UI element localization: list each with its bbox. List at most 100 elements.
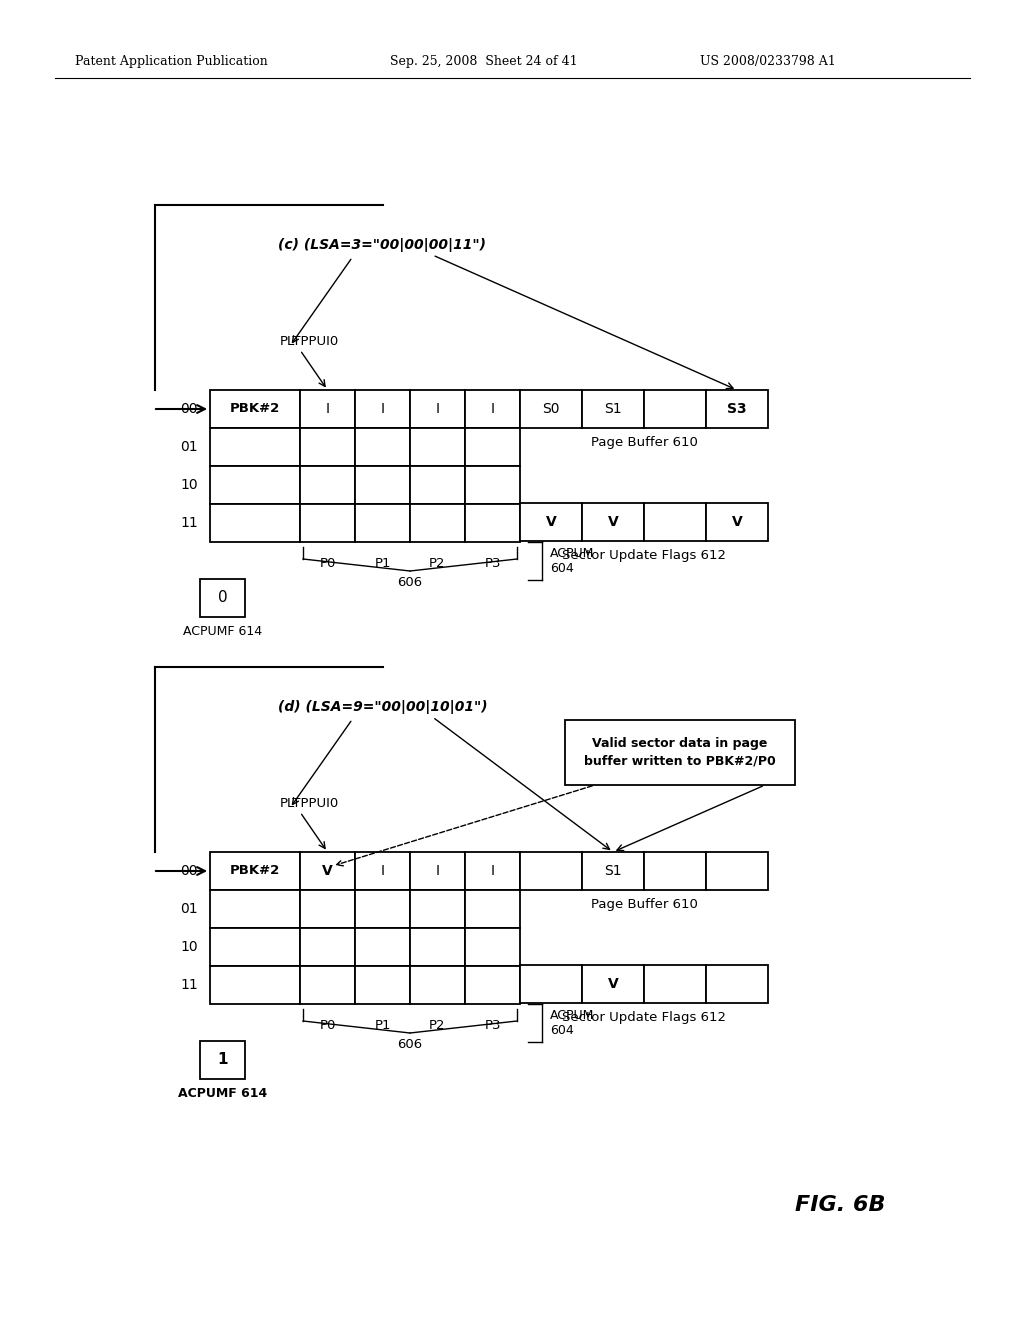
Bar bbox=[200, 579, 245, 616]
Bar bbox=[465, 466, 520, 504]
Bar bbox=[644, 389, 706, 428]
Text: FIG. 6B: FIG. 6B bbox=[795, 1195, 886, 1214]
Bar bbox=[355, 928, 410, 966]
Bar bbox=[300, 389, 355, 428]
Bar bbox=[410, 389, 465, 428]
Text: Valid sector data in page
buffer written to PBK#2/P0: Valid sector data in page buffer written… bbox=[584, 738, 776, 767]
Bar bbox=[300, 504, 355, 543]
Text: Page Buffer 610: Page Buffer 610 bbox=[591, 898, 697, 911]
Bar bbox=[210, 851, 300, 890]
Bar bbox=[410, 851, 465, 890]
Bar bbox=[410, 504, 465, 543]
Text: I: I bbox=[435, 865, 439, 878]
Bar bbox=[465, 890, 520, 928]
Bar bbox=[520, 965, 582, 1003]
Text: PLTPPUI0: PLTPPUI0 bbox=[280, 797, 339, 810]
Bar bbox=[520, 851, 582, 890]
Text: I: I bbox=[381, 865, 384, 878]
Text: V: V bbox=[546, 515, 556, 529]
Bar bbox=[210, 928, 300, 966]
Text: S0: S0 bbox=[543, 403, 560, 416]
Text: V: V bbox=[607, 977, 618, 991]
Bar bbox=[300, 851, 355, 890]
Bar bbox=[410, 890, 465, 928]
Bar bbox=[565, 719, 795, 785]
Bar bbox=[355, 389, 410, 428]
Bar bbox=[465, 504, 520, 543]
Text: P1: P1 bbox=[374, 557, 391, 570]
Text: ACPUM
604: ACPUM 604 bbox=[550, 546, 594, 576]
Text: ACPUMF 614: ACPUMF 614 bbox=[183, 624, 262, 638]
Text: P1: P1 bbox=[374, 1019, 391, 1032]
Bar bbox=[520, 389, 582, 428]
Bar bbox=[210, 428, 300, 466]
Text: V: V bbox=[323, 865, 333, 878]
Bar bbox=[644, 965, 706, 1003]
Bar bbox=[200, 1041, 245, 1078]
Bar bbox=[210, 466, 300, 504]
Bar bbox=[300, 966, 355, 1005]
Bar bbox=[465, 928, 520, 966]
Bar bbox=[355, 966, 410, 1005]
Text: PLTPPUI0: PLTPPUI0 bbox=[280, 335, 339, 348]
Text: 10: 10 bbox=[180, 940, 198, 954]
Text: ACPUM
604: ACPUM 604 bbox=[550, 1008, 594, 1038]
Bar bbox=[582, 851, 644, 890]
Text: I: I bbox=[326, 403, 330, 416]
Text: 11: 11 bbox=[180, 978, 198, 993]
Text: (c) (LSA=3="00|00|00|11"): (c) (LSA=3="00|00|00|11") bbox=[279, 238, 486, 252]
Bar bbox=[300, 428, 355, 466]
Bar bbox=[410, 428, 465, 466]
Bar bbox=[465, 966, 520, 1005]
Text: P2: P2 bbox=[429, 1019, 445, 1032]
Bar bbox=[300, 890, 355, 928]
Text: V: V bbox=[731, 515, 742, 529]
Text: S1: S1 bbox=[604, 403, 622, 416]
Text: I: I bbox=[381, 403, 384, 416]
Text: 01: 01 bbox=[180, 440, 198, 454]
Text: 606: 606 bbox=[397, 576, 423, 589]
Text: P3: P3 bbox=[484, 1019, 501, 1032]
Bar bbox=[355, 851, 410, 890]
Bar bbox=[582, 503, 644, 541]
Text: P2: P2 bbox=[429, 557, 445, 570]
Bar bbox=[355, 890, 410, 928]
Bar bbox=[210, 890, 300, 928]
Text: Sector Update Flags 612: Sector Update Flags 612 bbox=[562, 1011, 726, 1024]
Bar bbox=[644, 851, 706, 890]
Text: (d) (LSA=9="00|00|10|01"): (d) (LSA=9="00|00|10|01") bbox=[278, 700, 487, 714]
Text: I: I bbox=[490, 865, 495, 878]
Text: S3: S3 bbox=[727, 403, 746, 416]
Bar bbox=[210, 504, 300, 543]
Bar bbox=[355, 504, 410, 543]
Text: S1: S1 bbox=[604, 865, 622, 878]
Text: P0: P0 bbox=[319, 557, 336, 570]
Bar bbox=[644, 503, 706, 541]
Bar bbox=[355, 428, 410, 466]
Text: 1: 1 bbox=[217, 1052, 227, 1068]
Text: Sector Update Flags 612: Sector Update Flags 612 bbox=[562, 549, 726, 562]
Text: Patent Application Publication: Patent Application Publication bbox=[75, 55, 267, 69]
Bar bbox=[210, 966, 300, 1005]
Bar bbox=[355, 466, 410, 504]
Text: 01: 01 bbox=[180, 902, 198, 916]
Text: P3: P3 bbox=[484, 557, 501, 570]
Bar bbox=[300, 466, 355, 504]
Text: I: I bbox=[490, 403, 495, 416]
Text: Page Buffer 610: Page Buffer 610 bbox=[591, 436, 697, 449]
Bar bbox=[300, 928, 355, 966]
Bar bbox=[582, 389, 644, 428]
Text: 0: 0 bbox=[218, 590, 227, 606]
Bar bbox=[465, 428, 520, 466]
Bar bbox=[410, 928, 465, 966]
Text: PBK#2: PBK#2 bbox=[229, 403, 281, 416]
Bar bbox=[210, 389, 300, 428]
Bar bbox=[410, 466, 465, 504]
Text: ACPUMF 614: ACPUMF 614 bbox=[178, 1086, 267, 1100]
Bar bbox=[706, 965, 768, 1003]
Text: Sep. 25, 2008  Sheet 24 of 41: Sep. 25, 2008 Sheet 24 of 41 bbox=[390, 55, 578, 69]
Text: I: I bbox=[435, 403, 439, 416]
Bar bbox=[706, 389, 768, 428]
Bar bbox=[520, 503, 582, 541]
Text: 11: 11 bbox=[180, 516, 198, 531]
